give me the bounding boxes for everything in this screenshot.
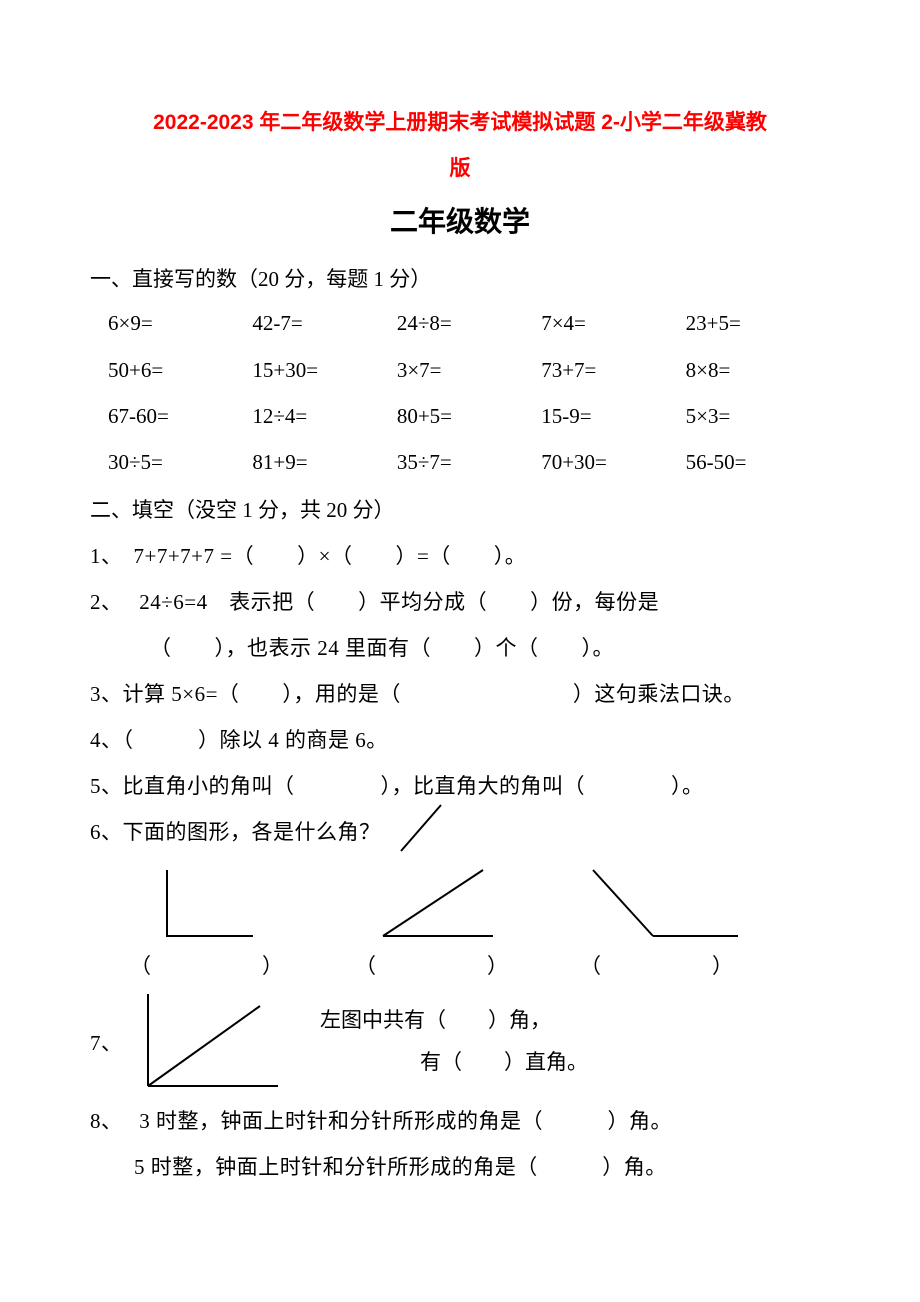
angle-obtuse: （ ）	[580, 864, 745, 980]
angle-right-label: （ ）	[130, 950, 295, 980]
q7-line1: 左图中共有（ ）角，	[320, 999, 588, 1041]
arith-row-2: 50+6= 15+30= 3×7= 73+7= 8×8=	[90, 347, 830, 393]
arith-cell: 15+30=	[252, 347, 396, 393]
angle-obtuse-label: （ ）	[580, 950, 745, 980]
arith-cell: 30÷5=	[108, 439, 252, 485]
arith-row-4: 30÷5= 81+9= 35÷7= 70+30= 56-50=	[90, 439, 830, 485]
arith-row-1: 6×9= 42-7= 24÷8= 7×4= 23+5=	[90, 300, 830, 346]
arith-cell: 81+9=	[252, 439, 396, 485]
arith-cell: 70+30=	[541, 439, 685, 485]
angle-acute-inline-icon	[391, 803, 451, 853]
arith-cell: 6×9=	[108, 300, 252, 346]
angle-acute: （ ）	[355, 864, 520, 980]
arith-cell: 8×8=	[686, 347, 830, 393]
q2-line2: （ ），也表示 24 里面有（ ）个（ ）。	[90, 627, 830, 669]
doc-subtitle: 二年级数学	[90, 200, 830, 240]
q7-text: 左图中共有（ ）角， 有（ ）直角。	[320, 999, 588, 1083]
arith-cell: 3×7=	[397, 347, 541, 393]
right-angle-icon	[153, 864, 273, 944]
page: 2022-2023 年二年级数学上册期末考试模拟试题 2-小学二年级冀教 版 二…	[0, 0, 920, 1248]
arith-cell: 67-60=	[108, 393, 252, 439]
arith-row-3: 67-60= 12÷4= 80+5= 15-9= 5×3=	[90, 393, 830, 439]
arith-cell: 12÷4=	[252, 393, 396, 439]
obtuse-angle-icon	[583, 864, 743, 944]
q6-inline-angle	[391, 803, 451, 858]
q5: 5、比直角小的角叫（ ），比直角大的角叫（ ）。	[90, 765, 830, 807]
section2-heading: 二、填空（没空 1 分，共 20 分）	[90, 489, 830, 531]
arith-cell: 5×3=	[686, 393, 830, 439]
arith-cell: 24÷8=	[397, 300, 541, 346]
q4: 4、（ ）除以 4 的商是 6。	[90, 719, 830, 761]
arith-cell: 42-7=	[252, 300, 396, 346]
arith-cell: 80+5=	[397, 393, 541, 439]
q7-number: 7、	[90, 1022, 130, 1064]
arith-cell: 23+5=	[686, 300, 830, 346]
section1-heading: 一、直接写的数（20 分，每题 1 分）	[90, 258, 830, 300]
q8-line2: 5 时整，钟面上时针和分针所形成的角是（ ）角。	[90, 1146, 830, 1188]
arith-cell: 73+7=	[541, 347, 685, 393]
q7-line2: 有（ ）直角。	[320, 1041, 588, 1083]
q3: 3、计算 5×6=（ ），用的是（ ）这句乘法口诀。	[90, 673, 830, 715]
q7-row: 7、 左图中共有（ ）角， 有（ ）直角。	[90, 986, 830, 1096]
angle-right: （ ）	[130, 864, 295, 980]
angles-row: （ ） （ ） （ ）	[90, 864, 830, 980]
q1: 1、 7+7+7+7 =（ ）×（ ）=（ ）。	[90, 535, 830, 577]
doc-title-line1: 2022-2023 年二年级数学上册期末考试模拟试题 2-小学二年级冀教	[90, 100, 830, 146]
arith-cell: 15-9=	[541, 393, 685, 439]
q2-line1: 2、 24÷6=4 表示把（ ）平均分成（ ）份，每份是	[90, 581, 830, 623]
q6: 6、下面的图形，各是什么角？	[90, 811, 381, 853]
angle-acute-label: （ ）	[355, 950, 520, 980]
q7-angle-figure-icon	[130, 986, 290, 1096]
arith-cell: 7×4=	[541, 300, 685, 346]
acute-angle-icon	[363, 864, 513, 944]
arith-cell: 50+6=	[108, 347, 252, 393]
arith-cell: 35÷7=	[397, 439, 541, 485]
doc-title-line2: 版	[90, 146, 830, 192]
q8-line1: 8、 3 时整，钟面上时针和分针所形成的角是（ ）角。	[90, 1100, 830, 1142]
arith-cell: 56-50=	[686, 439, 830, 485]
